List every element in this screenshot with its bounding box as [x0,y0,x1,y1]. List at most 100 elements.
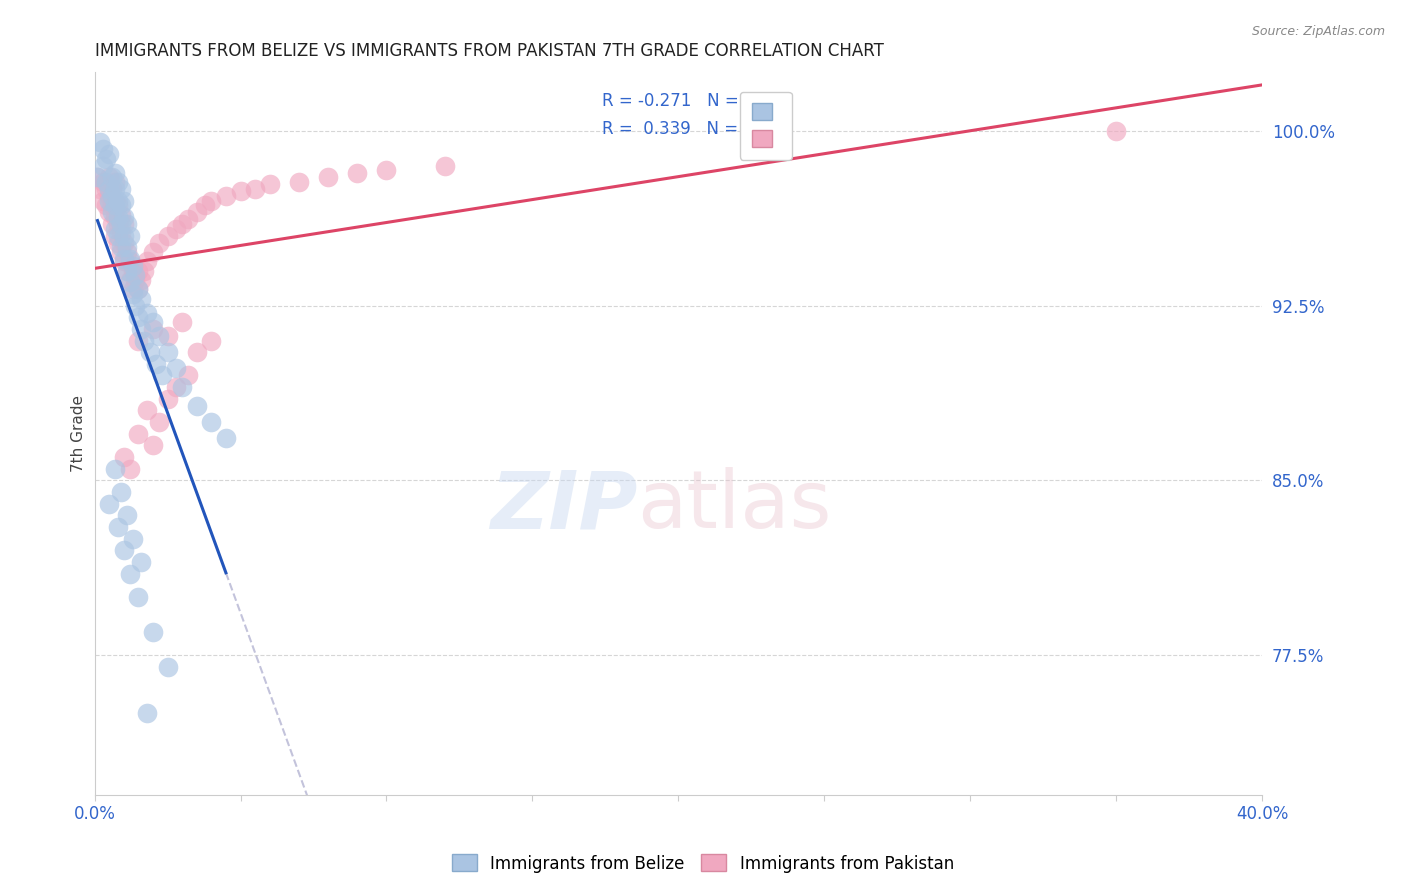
Point [229,184,252,198]
Point [107,520,129,534]
Point [107,198,129,212]
Point [215,431,238,445]
Point [107,228,129,243]
Point [107,175,129,189]
Point [104,166,127,180]
Point [101,217,124,231]
Point [98,189,121,203]
Point [104,194,127,208]
Point [156,228,179,243]
Point [104,175,127,189]
Point [110,198,132,212]
Point [172,315,194,329]
Point [200,194,222,208]
Point [127,263,149,277]
Point [121,532,143,546]
Point [118,566,141,581]
Point [112,450,135,464]
Point [91,159,114,173]
Y-axis label: 7th Grade: 7th Grade [72,395,86,472]
Point [98,497,121,511]
Point [243,182,266,196]
Point [107,210,129,224]
Point [118,273,141,287]
Point [150,368,173,383]
Point [91,142,114,156]
Text: R = -0.271   N = 68: R = -0.271 N = 68 [602,93,765,111]
Point [86,170,108,185]
Point [121,259,143,273]
Point [107,235,129,250]
Point [98,194,121,208]
Point [433,159,456,173]
Point [112,210,135,224]
Point [148,235,170,250]
Point [101,189,124,203]
Point [259,178,281,192]
Point [98,182,121,196]
Point [101,198,124,212]
Point [118,228,141,243]
Point [142,322,165,336]
Point [124,299,146,313]
Point [148,329,170,343]
Point [112,228,135,243]
Point [115,263,138,277]
Point [86,170,108,185]
Point [124,273,146,287]
Text: atlas: atlas [637,467,832,545]
Point [156,345,179,359]
Point [134,263,156,277]
Point [172,380,194,394]
Point [104,182,127,196]
Point [115,240,138,254]
Point [136,254,159,268]
Point [127,590,149,604]
Point [115,263,138,277]
Legend: , : , [740,92,792,160]
Point [110,227,132,241]
Point [104,210,127,224]
Point [110,182,132,196]
Point [118,252,141,266]
Text: IMMIGRANTS FROM BELIZE VS IMMIGRANTS FROM PAKISTAN 7TH GRADE CORRELATION CHART: IMMIGRANTS FROM BELIZE VS IMMIGRANTS FRO… [94,42,883,60]
Point [112,252,135,266]
Point [129,555,152,569]
Point [110,244,132,259]
Point [186,205,208,219]
Point [91,194,114,208]
Point [101,205,124,219]
Point [96,182,118,196]
Point [121,263,143,277]
Point [98,170,121,185]
Point [104,228,127,243]
Point [127,282,149,296]
Point [142,244,165,259]
Point [136,403,159,417]
Point [96,152,118,166]
Point [172,217,194,231]
Point [375,163,398,178]
Point [104,461,127,475]
Point [118,254,141,268]
Point [110,240,132,254]
Point [107,194,129,208]
Point [112,254,135,268]
Point [127,282,149,296]
Point [139,345,162,359]
Point [346,166,368,180]
Point [121,286,143,301]
Point [112,217,135,231]
Point [142,624,165,639]
Point [142,438,165,452]
Text: ZIP: ZIP [491,467,637,545]
Point [112,194,135,208]
Point [165,361,187,376]
Point [177,368,200,383]
Point [110,217,132,231]
Point [107,217,129,231]
Point [115,217,138,231]
Point [127,310,149,325]
Point [136,706,159,721]
Point [156,660,179,674]
